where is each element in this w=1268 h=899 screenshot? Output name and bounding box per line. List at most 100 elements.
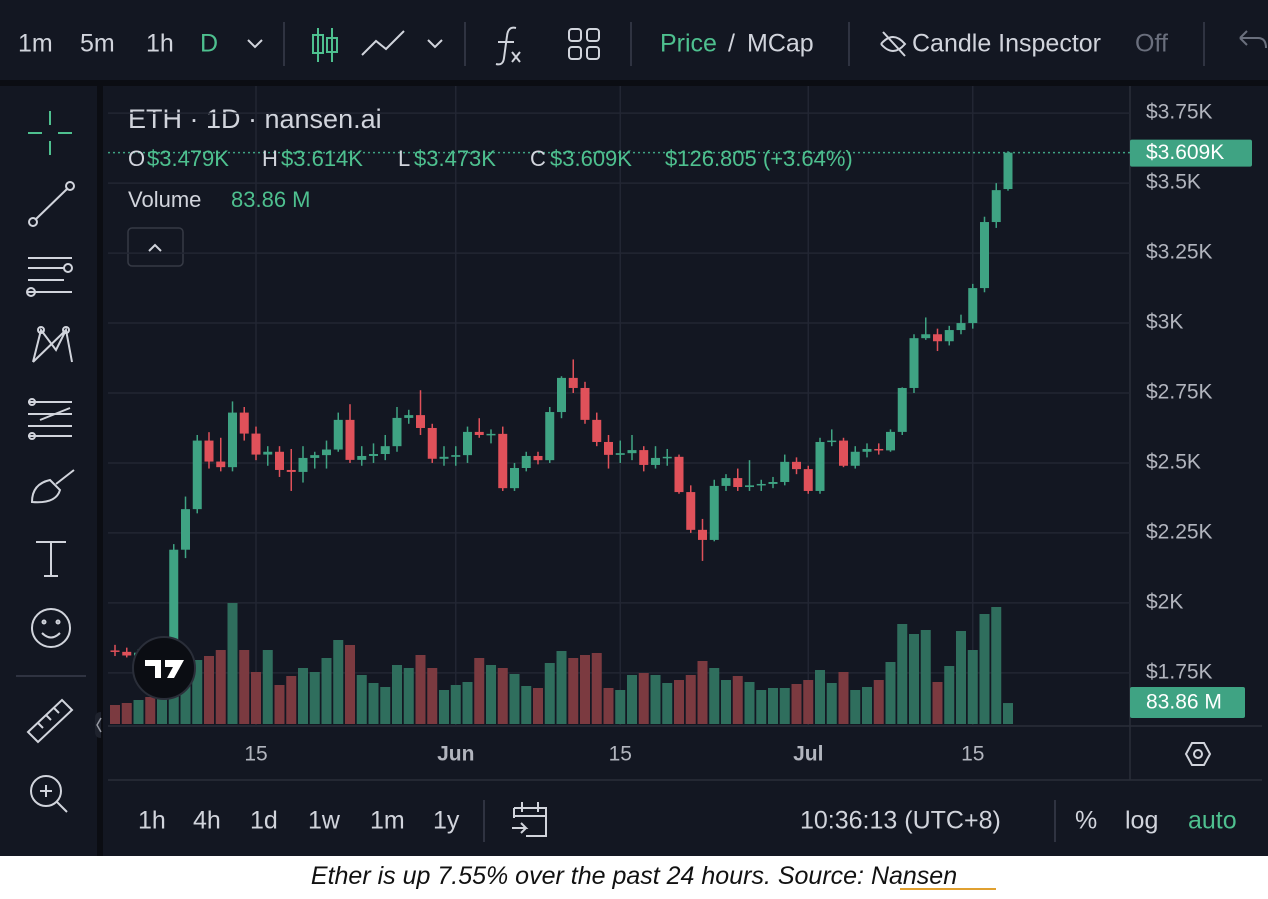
last-price-tag: [1130, 139, 1252, 167]
trendline-tool[interactable]: [28, 181, 75, 227]
interval-button[interactable]: 1m: [18, 30, 53, 58]
volume-bar: [368, 683, 379, 724]
pattern-tool[interactable]: [32, 326, 73, 363]
candle-body: [122, 651, 132, 656]
volume-bar: [286, 676, 297, 724]
y-tick-label: $2.25K: [1146, 520, 1213, 543]
collapse-tab[interactable]: [95, 712, 101, 738]
auto-toggle[interactable]: auto: [1188, 807, 1237, 835]
candle-body: [956, 323, 966, 331]
volume-bar: [709, 668, 720, 724]
interval-button[interactable]: 5m: [80, 30, 115, 58]
interval-button-active[interactable]: D: [200, 30, 218, 58]
collapse-legend-button[interactable]: [127, 227, 184, 267]
indicators-button[interactable]: [495, 26, 521, 66]
y-tick-label: $2K: [1146, 590, 1183, 613]
range-button[interactable]: 1d: [250, 807, 278, 835]
candle-body: [275, 451, 284, 470]
volume-bar: [897, 624, 908, 724]
candle-body: [686, 492, 696, 530]
candle-body: [662, 456, 672, 459]
volume-bar: [403, 668, 414, 724]
volume-name: Volume: [128, 187, 201, 212]
candle-body: [874, 448, 884, 451]
range-button[interactable]: 1y: [433, 807, 460, 835]
legend-value: $3.473K: [414, 146, 496, 171]
tool-panel: [0, 86, 100, 856]
volume-bar: [967, 650, 978, 724]
candle-body: [803, 469, 813, 491]
volume-bar: [427, 668, 438, 724]
mcap-toggle[interactable]: MCap: [747, 30, 814, 58]
volume-bar: [944, 666, 955, 724]
candle-body: [216, 461, 226, 468]
interval-button[interactable]: 1h: [146, 30, 174, 58]
zoom-tool[interactable]: [30, 775, 68, 813]
candle-body: [651, 457, 660, 465]
crosshair-tool[interactable]: [28, 111, 72, 155]
range-button[interactable]: 1w: [308, 807, 341, 835]
volume-bar: [192, 660, 203, 724]
interval-dropdown[interactable]: [247, 39, 263, 49]
volume-bar: [204, 656, 214, 724]
emoji-tool[interactable]: [31, 608, 71, 648]
text-tool[interactable]: [36, 541, 66, 577]
candle-body: [933, 334, 942, 342]
candle-body: [944, 330, 954, 342]
volume-bar: [909, 634, 919, 724]
volume-bar: [262, 650, 273, 724]
volume-bar: [145, 697, 156, 724]
caption-text: Ether is up 7.55% over the past 24 hours…: [311, 862, 871, 890]
candle-body: [463, 431, 472, 456]
goto-date-button[interactable]: [512, 802, 547, 837]
chart-type-dropdown[interactable]: [427, 39, 443, 49]
range-button[interactable]: 4h: [193, 807, 221, 835]
settings-button[interactable]: [1184, 742, 1212, 766]
inspector-toggle[interactable]: Candle Inspector: [912, 30, 1101, 58]
price-toggle[interactable]: Price: [660, 30, 717, 58]
candle-type-button[interactable]: [312, 28, 338, 62]
candle-body: [897, 387, 907, 432]
range-button[interactable]: 1h: [138, 807, 166, 835]
y-tick-label: $2.5K: [1146, 451, 1201, 474]
toggle-separator: /: [728, 30, 735, 58]
candle-body: [439, 456, 449, 459]
volume-bar: [462, 682, 473, 724]
caption-link[interactable]: Nansen: [871, 862, 957, 890]
volume-bar: [920, 630, 931, 724]
volume-bar: [544, 663, 555, 724]
y-tick-label: $3K: [1146, 311, 1183, 334]
legend-change: $126.805 (+3.64%): [665, 146, 853, 171]
candle-body: [533, 455, 543, 461]
candle-body: [427, 427, 437, 459]
line-type-button[interactable]: [361, 30, 405, 56]
candle-body: [1003, 152, 1013, 190]
inspector-icon[interactable]: [880, 31, 907, 57]
layout-button[interactable]: [568, 28, 600, 60]
fib-tool[interactable]: [28, 398, 72, 440]
volume-bar: [415, 655, 426, 724]
candle-body: [698, 529, 707, 540]
ruler-tool[interactable]: [26, 698, 74, 744]
log-toggle[interactable]: log: [1125, 807, 1158, 835]
candle-body: [521, 455, 531, 469]
volume-bar: [298, 668, 308, 724]
chart-title: ETH · 1D · nansen.ai: [128, 104, 382, 134]
volume-bar: [274, 685, 285, 724]
range-button[interactable]: 1m: [370, 807, 405, 835]
candle-body: [416, 415, 425, 428]
legend-value: $3.479K: [147, 146, 229, 171]
candle-body: [474, 431, 484, 435]
volume-bar: [791, 684, 802, 724]
candle-body: [792, 461, 801, 470]
candle-body: [486, 433, 496, 436]
brush-tool[interactable]: [30, 469, 75, 504]
lines-tool[interactable]: [26, 257, 73, 297]
candle-body: [404, 415, 414, 418]
percent-toggle[interactable]: %: [1075, 807, 1097, 835]
candle-body: [921, 334, 931, 339]
x-tick-label: Jun: [437, 743, 474, 766]
settings-button-center: [1193, 749, 1203, 759]
volume-bar: [110, 705, 120, 724]
undo-button[interactable]: [1239, 30, 1267, 49]
